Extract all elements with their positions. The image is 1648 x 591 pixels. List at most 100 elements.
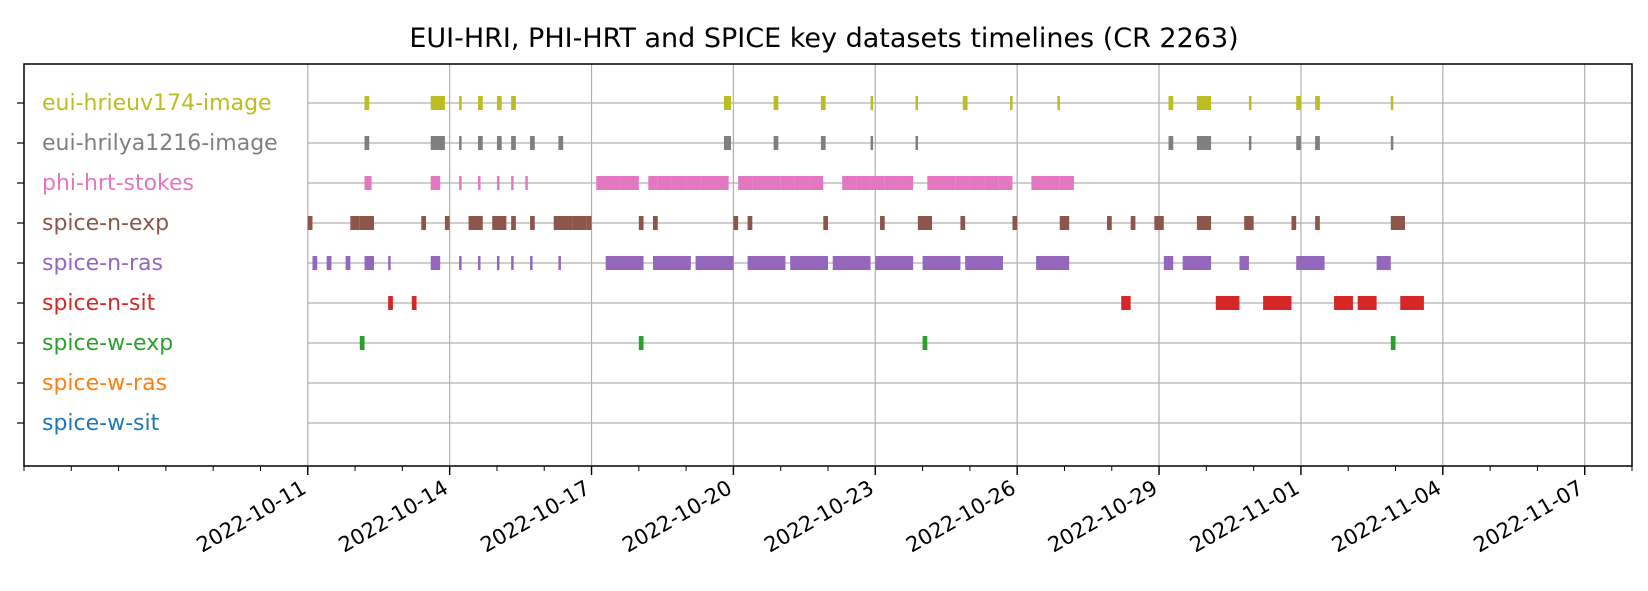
interval-bar	[1315, 96, 1320, 110]
interval-bar	[511, 136, 516, 150]
interval-bar	[965, 256, 1003, 270]
interval-bar	[714, 176, 729, 190]
interval-bar	[496, 136, 502, 150]
interval-bar	[955, 176, 970, 190]
interval-bar	[695, 256, 734, 270]
interval-bar	[1263, 296, 1292, 310]
interval-bar	[511, 216, 516, 230]
interval-bar	[747, 256, 786, 270]
x-tick-label: 2022-10-20	[618, 476, 736, 558]
interval-bar	[1121, 296, 1131, 310]
interval-bar	[1315, 216, 1320, 230]
interval-bar	[411, 296, 417, 310]
interval-bar	[752, 176, 767, 190]
interval-bar	[558, 256, 561, 270]
interval-bar	[880, 216, 885, 230]
interval-bar	[1376, 256, 1391, 270]
interval-bar	[364, 136, 370, 150]
interval-bar	[1163, 256, 1174, 270]
interval-bar	[1031, 176, 1046, 190]
interval-bar	[915, 96, 918, 110]
interval-bar	[773, 136, 779, 150]
interval-bar	[1390, 96, 1394, 110]
interval-bar	[1012, 216, 1018, 230]
interval-bar	[686, 176, 701, 190]
interval-bar	[530, 216, 535, 230]
interval-bar	[359, 216, 365, 230]
interval-bar	[1296, 136, 1301, 150]
interval-bar	[496, 96, 502, 110]
interval-bar	[922, 256, 961, 270]
interval-bar	[492, 216, 507, 230]
interval-bar	[962, 96, 968, 110]
interval-bar	[459, 136, 462, 150]
interval-bar	[960, 216, 966, 230]
interval-bar	[1057, 96, 1060, 110]
interval-bar	[638, 336, 644, 350]
interval-bar	[596, 176, 620, 190]
interval-bar	[733, 216, 739, 230]
interval-bar	[496, 176, 500, 190]
interval-bar	[558, 136, 564, 150]
interval-bar	[832, 256, 871, 270]
interval-bar	[747, 216, 753, 230]
x-tick-label: 2022-10-14	[334, 476, 452, 558]
interval-bar	[1248, 136, 1252, 150]
axis-ticks: 2022-10-11 2022-10-14 2022-10-17 2022-10-20…	[17, 102, 1633, 558]
interval-bar	[478, 136, 483, 150]
interval-bar	[998, 176, 1013, 190]
interval-bar	[1334, 296, 1353, 310]
interval-bar	[350, 216, 360, 230]
interval-bar	[884, 176, 899, 190]
interval-bar	[723, 96, 732, 110]
interval-bar	[856, 176, 871, 190]
interval-bar	[525, 176, 528, 190]
interval-bar	[572, 216, 587, 230]
interval-bar	[1045, 176, 1060, 190]
interval-bar	[648, 176, 658, 190]
interval-bar	[1400, 296, 1424, 310]
x-tick-label: 2022-11-07	[1470, 476, 1588, 558]
interval-bar	[530, 256, 533, 270]
interval-bar	[530, 136, 535, 150]
interval-bar	[1182, 256, 1212, 270]
interval-bar	[364, 216, 374, 230]
x-tick-label: 2022-11-01	[1186, 476, 1304, 558]
x-tick-label: 2022-10-26	[902, 476, 1020, 558]
x-tick-label: 2022-10-17	[476, 476, 594, 558]
interval-bar	[794, 176, 810, 190]
interval-bar	[941, 176, 956, 190]
interval-bar	[773, 96, 779, 110]
interval-bars	[307, 96, 1424, 350]
interval-bar	[586, 216, 592, 230]
interval-bar	[312, 256, 318, 270]
interval-bar	[790, 256, 828, 270]
interval-bar	[459, 176, 462, 190]
interval-bar	[511, 176, 514, 190]
row-labels: eui-hrieuv174-image eui-hrilya1216-image p…	[42, 91, 278, 436]
interval-bar	[915, 136, 918, 150]
interval-bar	[820, 136, 826, 150]
interval-bar	[1215, 296, 1240, 310]
interval-bar	[738, 176, 753, 190]
row-label-spice-n-exp: spice-n-exp	[42, 211, 169, 236]
interval-bar	[1390, 136, 1394, 150]
interval-bar	[478, 176, 481, 190]
interval-bar	[478, 256, 481, 270]
interval-bar	[421, 216, 426, 230]
interval-bar	[1196, 136, 1212, 150]
interval-bar	[780, 176, 795, 190]
interval-bar	[1168, 136, 1174, 150]
interval-bar	[1390, 336, 1396, 350]
row-label-phi-hrt-stokes: phi-hrt-stokes	[42, 171, 194, 196]
interval-bar	[653, 256, 691, 270]
interval-bar	[820, 96, 826, 110]
interval-bar	[638, 216, 644, 230]
interval-bar	[326, 256, 332, 270]
interval-bar	[345, 256, 351, 270]
interval-bar	[1196, 216, 1212, 230]
interval-bar	[1196, 96, 1212, 110]
interval-bar	[870, 136, 874, 150]
interval-bar	[1130, 216, 1136, 230]
